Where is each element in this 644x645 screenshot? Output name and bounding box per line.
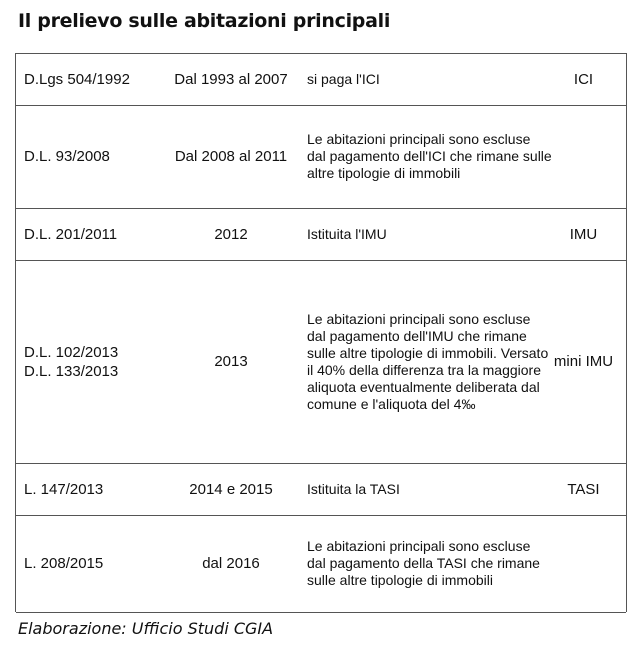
tax-cell: IMU	[569, 225, 598, 243]
description-cell: Istituita l'IMU	[307, 225, 387, 242]
page-title: Il prelievo sulle abitazioni principali	[18, 10, 391, 32]
law-cell: D.L. 201/2011	[24, 225, 117, 244]
table-row: D.L. 102/2013 D.L. 133/2013 2013 Le abitazi…	[16, 260, 626, 464]
law-reference: D.L. 133/2013	[24, 362, 119, 380]
law-reference: D.L. 201/2011	[24, 225, 118, 243]
period-cell: 2014 e 2015	[189, 480, 273, 498]
law-cell: L. 147/2013	[24, 480, 103, 499]
law-reference: D.L. 93/2008	[24, 148, 110, 165]
tax-cell: mini IMU	[553, 353, 614, 370]
tax-table: D.Lgs 504/1992 Dal 1993 al 2007 si paga l'…	[15, 53, 627, 613]
source-note: Elaborazione: Ufficio Studi CGIA	[18, 619, 274, 638]
period-cell: dal 2016	[202, 555, 260, 572]
table-row: L. 147/2013 2014 e 2015 Istituita la TASI T…	[16, 463, 626, 516]
period-cell: 2013	[214, 353, 248, 370]
description-cell: si paga l'ICI	[307, 71, 380, 87]
table-row: L. 208/2015 dal 2016 Le abitazioni princip…	[16, 515, 626, 613]
table-row: D.L. 201/2011 2012 Istituita l'IMU IMU	[16, 208, 626, 261]
description-cell: Istituita la TASI	[307, 480, 400, 497]
law-cell: L. 208/2015	[24, 554, 103, 573]
description-cell: Le abitazioni principali sono escluse da…	[307, 310, 549, 412]
law-cell: D.Lgs 504/1992	[24, 70, 130, 89]
description-cell: Le abitazioni principali sono escluse da…	[307, 131, 552, 181]
table-row: D.Lgs 504/1992 Dal 1993 al 2007 si paga l'…	[16, 54, 626, 106]
tax-cell: ICI	[573, 71, 594, 88]
tax-cell: TASI	[567, 480, 600, 498]
period-cell: Dal 1993 al 2007	[174, 71, 288, 88]
law-reference: L. 147/2013	[24, 480, 104, 498]
law-reference: L. 208/2015	[24, 555, 104, 572]
law-reference: D.L. 102/2013	[24, 343, 119, 361]
period-cell: 2012	[214, 225, 248, 243]
period-cell: Dal 2008 al 2011	[174, 148, 288, 165]
table-row: D.L. 93/2008 Dal 2008 al 2011 Le abitazion…	[16, 105, 626, 209]
law-cell: D.L. 93/2008	[24, 147, 110, 166]
law-cell: D.L. 102/2013 D.L. 133/2013	[24, 343, 118, 381]
law-reference: D.Lgs 504/1992	[24, 71, 130, 88]
description-cell: Le abitazioni principali sono escluse da…	[307, 538, 540, 588]
